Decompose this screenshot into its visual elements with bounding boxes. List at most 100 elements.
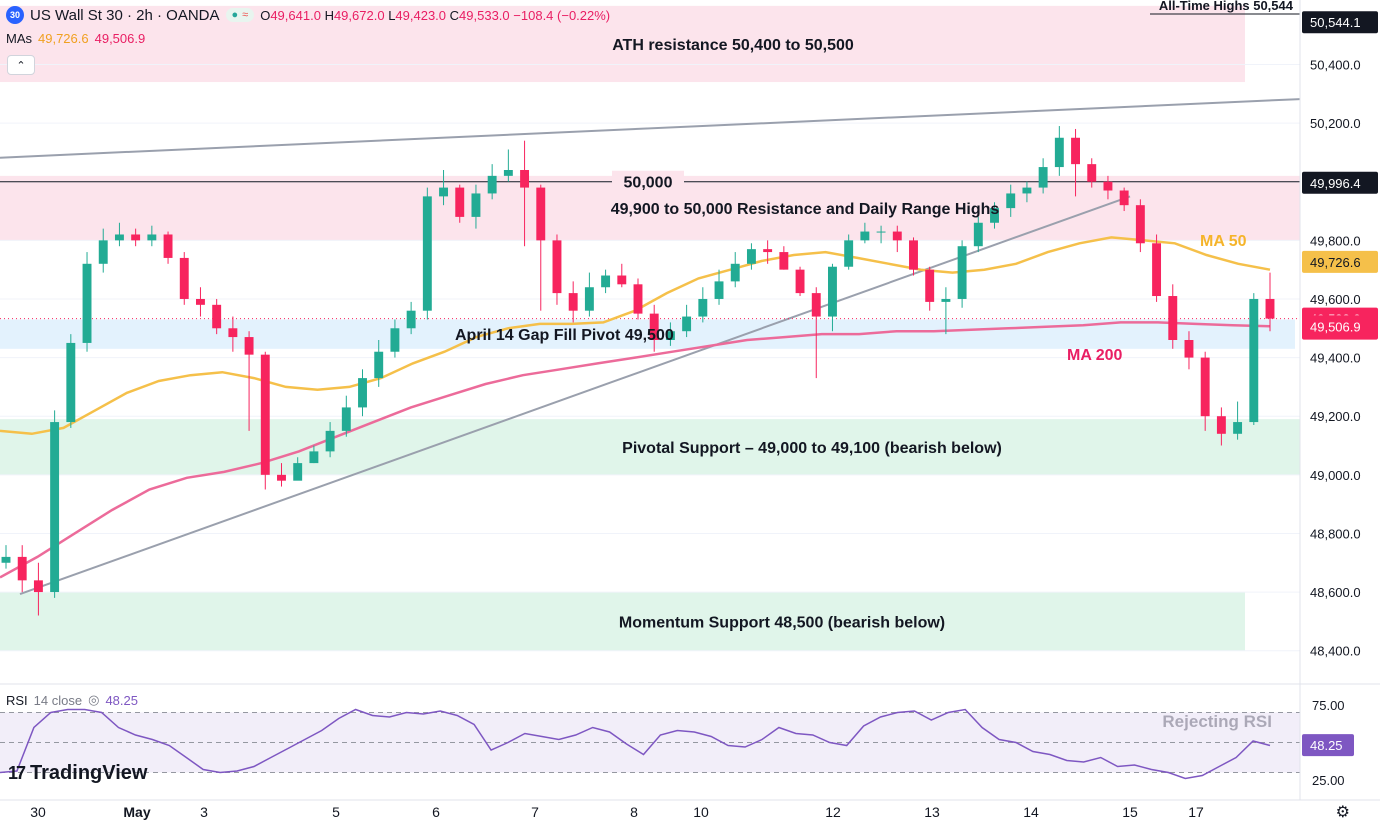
candle <box>876 225 886 244</box>
price-axis[interactable]: 48,400.0 48,600.0 48,800.0 49,000.0 49,200.0… <box>1299 0 1378 800</box>
candle <box>844 234 854 270</box>
candle-body <box>196 298 205 305</box>
candle-body <box>1216 416 1226 434</box>
candle-body <box>779 252 789 270</box>
price-tick-label: 48,600.0 <box>1310 585 1361 600</box>
ma-legend[interactable]: MAs 49,726.6 49,506.9 <box>6 31 145 46</box>
candle <box>406 301 416 335</box>
candle <box>536 184 546 311</box>
candle <box>503 149 513 182</box>
rsi-legend[interactable]: RSI 14 close ◎ 48.25 <box>6 692 138 708</box>
candle-body <box>1233 422 1243 434</box>
zone-label: Pivotal Support – 49,000 to 49,100 (bear… <box>622 440 1002 457</box>
candle-body <box>730 263 740 282</box>
candle <box>131 228 141 247</box>
close-value: 49,533.0 <box>459 7 510 23</box>
candle-body <box>973 222 983 247</box>
candle-body <box>1071 137 1080 165</box>
candle <box>892 225 902 253</box>
candle <box>228 316 238 352</box>
ma-legend-label: MAs <box>6 31 32 46</box>
rsi-tick-label: 25.00 <box>1312 773 1345 788</box>
candle-body <box>665 331 675 340</box>
time-tick-label: 7 <box>531 804 539 820</box>
candle-body <box>1 556 11 563</box>
price-tag <box>1302 171 1378 194</box>
candle-body <box>909 240 918 270</box>
tradingview-wordmark: TradingView <box>30 762 148 784</box>
candle <box>422 187 432 320</box>
ohlc-readout: O49,641.0 H49,672.0 L49,423.0 C49,533.0 … <box>260 7 611 23</box>
candle-body <box>844 240 854 267</box>
candle-body <box>1152 243 1162 297</box>
time-tick-label: 30 <box>30 804 46 820</box>
symbol-badge[interactable]: 30 <box>6 6 24 24</box>
candle-body <box>1168 296 1178 340</box>
candle-body <box>1054 137 1064 168</box>
candle-body <box>98 240 108 264</box>
candle-body <box>552 240 562 294</box>
candle-body <box>487 175 497 194</box>
candle <box>260 351 270 490</box>
candle-body <box>33 580 43 593</box>
candle-body <box>1022 187 1032 194</box>
candle-body <box>17 556 27 581</box>
candle-body <box>520 170 530 188</box>
price-tick-label: 48,400.0 <box>1310 644 1361 659</box>
tradingview-mark-icon: 17 <box>8 763 26 783</box>
candle-body <box>633 284 643 314</box>
time-tick-label: 15 <box>1122 804 1138 820</box>
ma50-label: MA 50 <box>1200 233 1247 250</box>
candle-body <box>1038 167 1048 188</box>
candle-body <box>811 293 821 317</box>
candle-body <box>746 249 756 264</box>
symbol-title[interactable]: US Wall St 30 · 2h · OANDA <box>30 6 220 24</box>
candle <box>601 269 611 294</box>
level-50000-label-bg <box>612 170 684 191</box>
zone-label: ATH resistance 50,400 to 50,500 <box>612 37 854 54</box>
candle-body <box>293 463 303 481</box>
candle-body <box>1184 340 1194 358</box>
candle <box>617 263 627 288</box>
candle <box>649 304 659 352</box>
candle <box>925 266 935 311</box>
candle <box>730 252 740 288</box>
time-axis[interactable]: 30 May 3 5 6 7 8 10 12 13 14 15 17 <box>0 799 1380 820</box>
market-status-pill[interactable]: ● ≈ <box>225 8 255 22</box>
candle <box>196 287 205 317</box>
price-tag <box>1302 11 1378 34</box>
candle-body <box>147 234 157 241</box>
settings-gear-icon[interactable]: ⚙ <box>1335 804 1350 821</box>
candle <box>1071 128 1080 197</box>
chevron-up-icon: ⌃ <box>16 59 26 72</box>
candle-body <box>1087 164 1097 182</box>
time-tick-label: 3 <box>200 804 208 820</box>
candle <box>552 234 562 305</box>
candle-body <box>163 234 173 258</box>
visibility-icon[interactable]: ◎ <box>88 692 100 707</box>
candle-body <box>82 263 92 343</box>
collapse-legend-button[interactable]: ⌃ <box>7 55 35 75</box>
candle-body <box>698 298 708 317</box>
candle <box>82 252 92 352</box>
candle <box>212 298 222 335</box>
candle <box>439 170 448 206</box>
candle-body <box>828 266 837 317</box>
candle-body <box>601 275 611 288</box>
rsi-value-label: 48.25 <box>1310 738 1343 753</box>
candle <box>50 410 60 598</box>
candle <box>374 340 384 387</box>
candle <box>33 562 43 616</box>
candle-body <box>131 234 141 241</box>
rsi-params: 14 close <box>33 692 83 708</box>
tradingview-logo[interactable]: 17 TradingView <box>8 762 147 785</box>
zone-label: 49,900 to 50,000 Resistance and Daily Ra… <box>611 201 1000 218</box>
chart-header: 30 US Wall St 30 · 2h · OANDA ● ≈ O49,64… <box>0 0 610 30</box>
candle-body <box>439 187 448 197</box>
candle-body <box>1119 190 1129 206</box>
candle <box>114 222 124 247</box>
candle-body <box>925 269 935 302</box>
price-tag <box>1302 250 1378 273</box>
candle-body <box>990 208 999 223</box>
